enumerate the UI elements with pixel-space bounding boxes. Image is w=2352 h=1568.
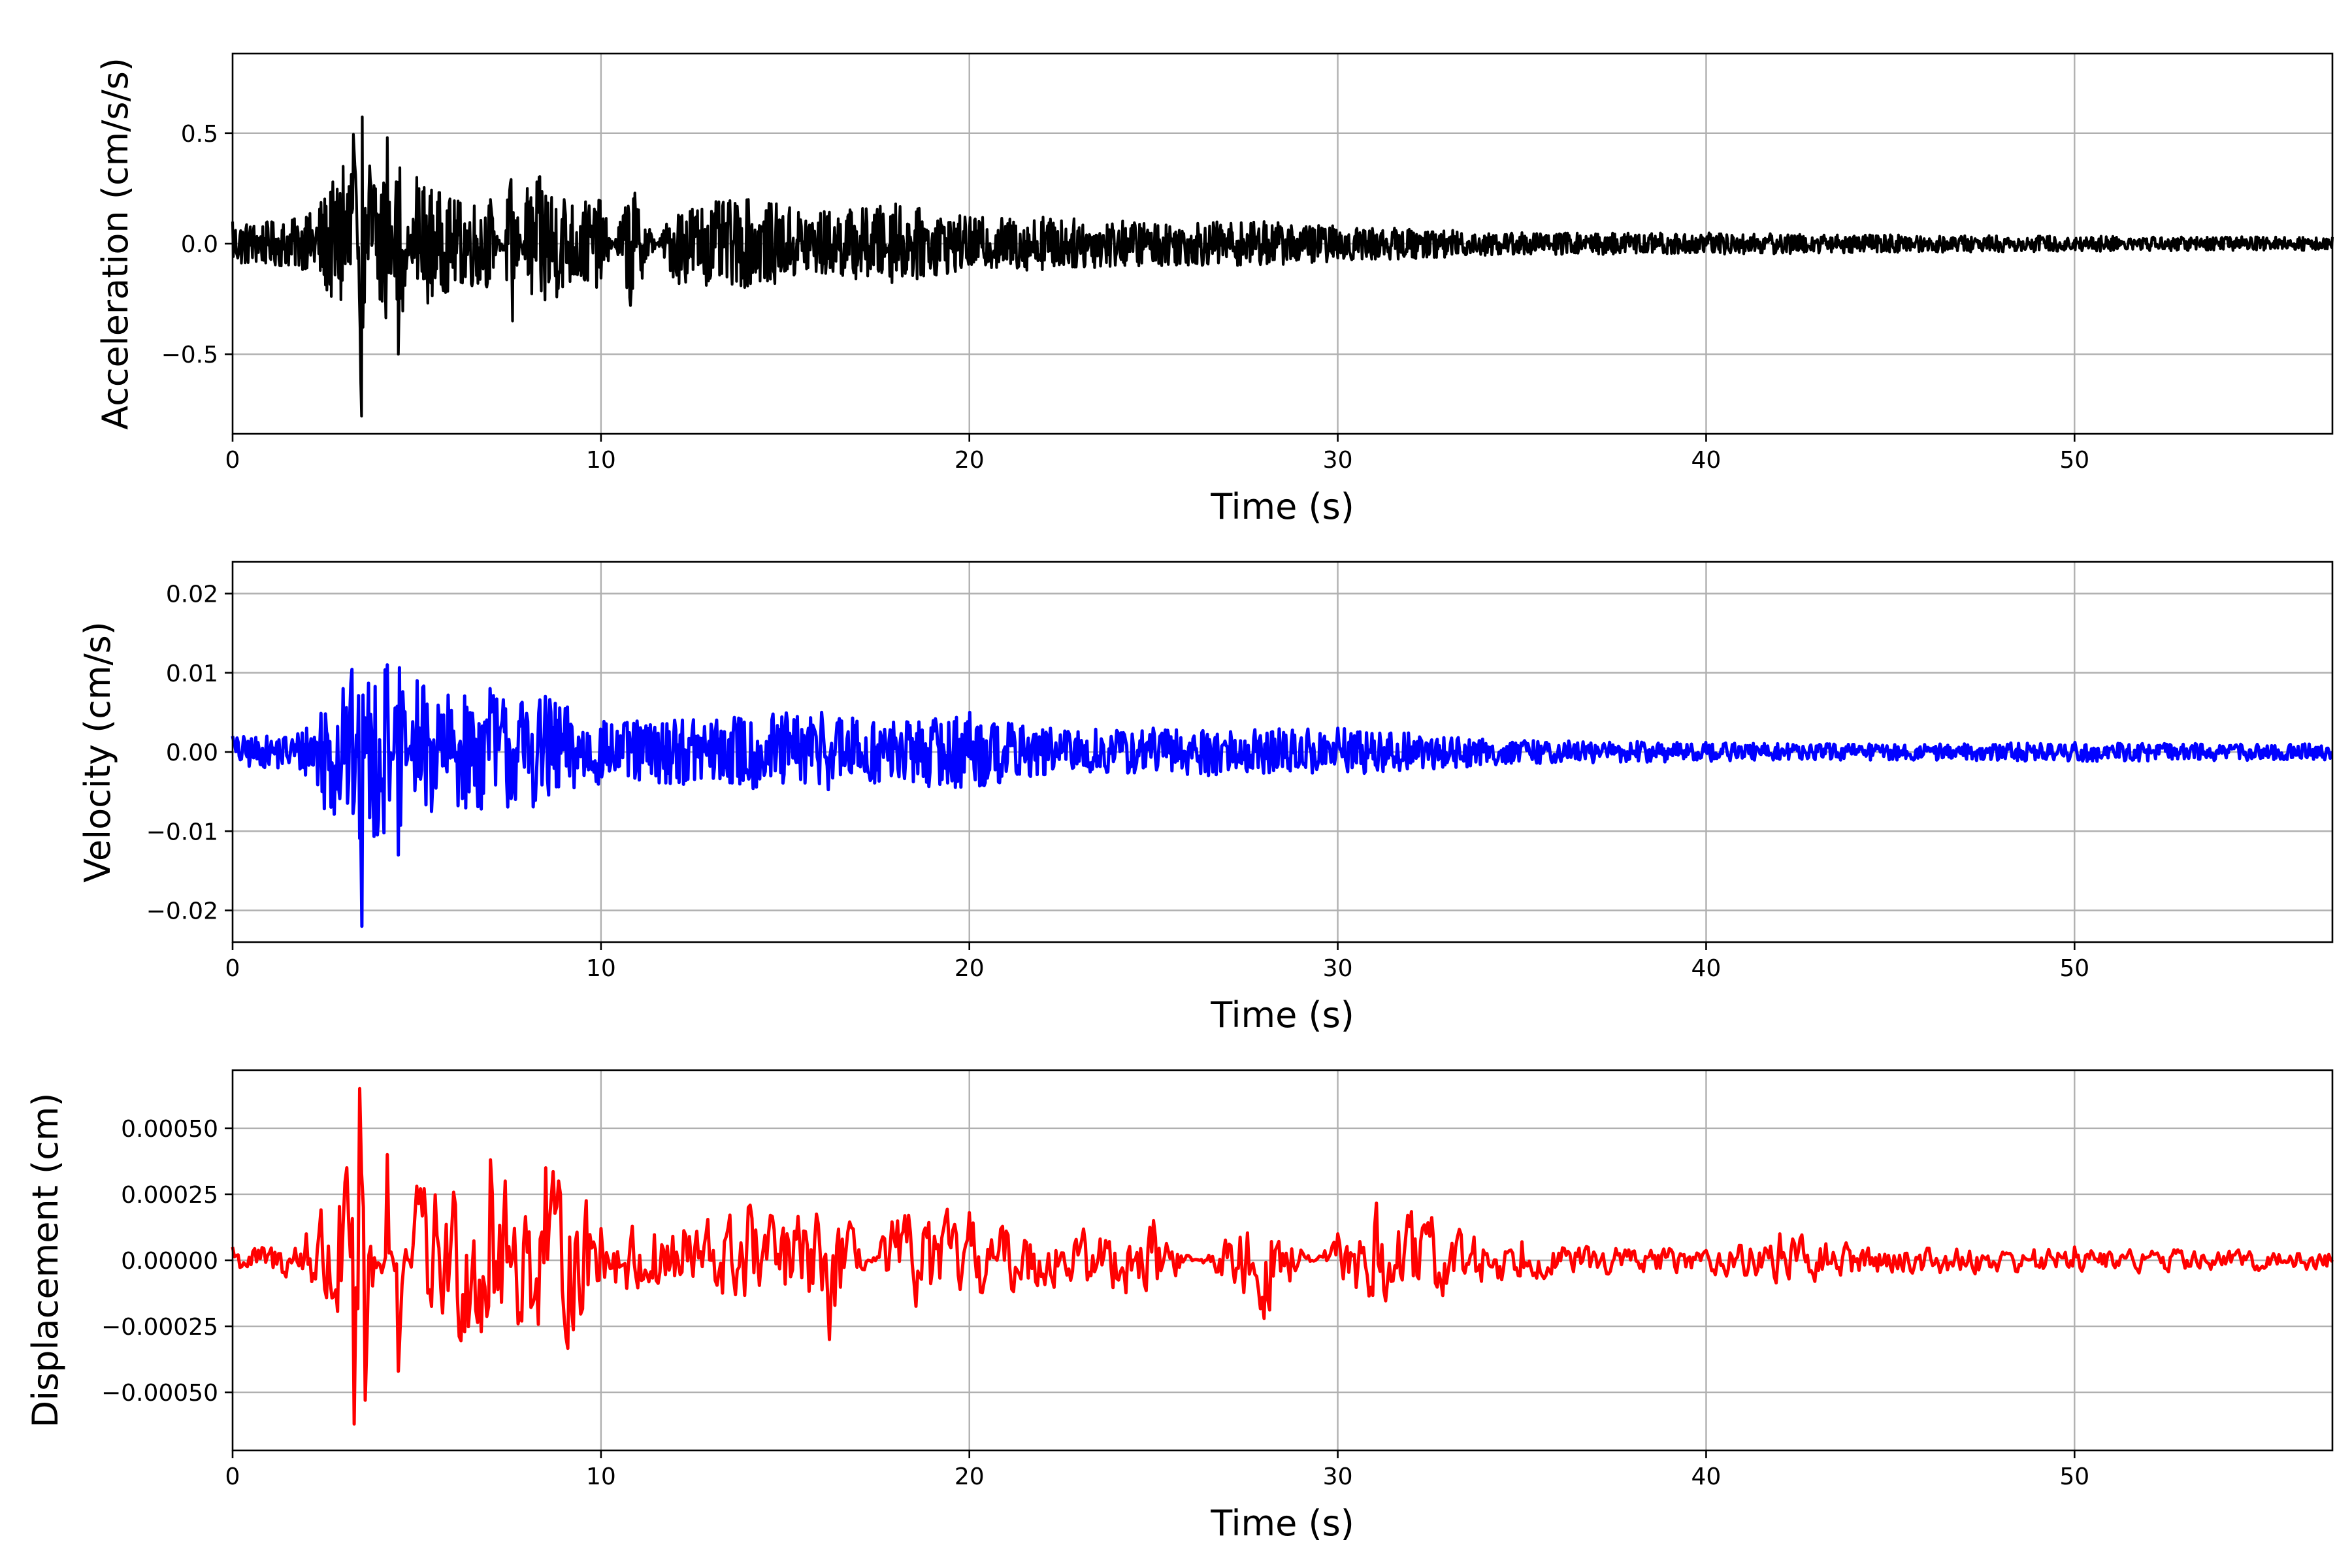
velocity-ytick-label: 0.00: [166, 740, 218, 766]
acceleration-xtick-label: 0: [225, 447, 240, 474]
velocity-xtick-label: 50: [2059, 955, 2089, 982]
velocity-xtick-label: 0: [225, 955, 240, 982]
velocity-xaxis-label: Time (s): [1210, 994, 1354, 1036]
acceleration-xtick-label: 20: [955, 447, 985, 474]
velocity-series-line: [231, 663, 2333, 928]
acceleration-ytick-label: −0.5: [161, 342, 218, 368]
velocity-xtick-label: 40: [1691, 955, 1722, 982]
velocity-ytick-label: −0.01: [146, 819, 218, 845]
displacement-xtick-label: 10: [586, 1463, 616, 1490]
acceleration-panel: 0 10 20 30 40 50 −0.5 0.0 0.5 Time (s) Acceleratio…: [95, 52, 2334, 527]
acceleration-ytick-label: 0.5: [181, 121, 218, 148]
displacement-xaxis-label: Time (s): [1210, 1503, 1354, 1544]
velocity-xtick-label: 30: [1323, 955, 1353, 982]
acceleration-xtick-label: 30: [1323, 447, 1353, 474]
displacement-xtick-label: 40: [1691, 1463, 1722, 1490]
displacement-ytick-label: −0.00025: [101, 1314, 218, 1341]
velocity-xtick-label: 20: [955, 955, 985, 982]
velocity-panel: 0 10 20 30 40 50 −0.02 −0.01 0.00 0.01 0.02 Time (s…: [77, 561, 2334, 1036]
velocity-xtick-label: 10: [586, 955, 616, 982]
displacement-xtick-label: 50: [2059, 1463, 2089, 1490]
velocity-ytick-label: −0.02: [146, 898, 218, 925]
acceleration-xtick-label: 50: [2059, 447, 2089, 474]
displacement-series-line: [231, 1086, 2334, 1426]
velocity-ytick-label: 0.02: [166, 581, 218, 608]
displacement-ytick-label: 0.00025: [121, 1182, 218, 1209]
displacement-xtick-label: 30: [1323, 1463, 1353, 1490]
acceleration-series-line: [231, 115, 2334, 418]
displacement-ytick-label: −0.00050: [101, 1380, 218, 1407]
acceleration-xtick-label: 40: [1691, 447, 1722, 474]
velocity-ytick-label: 0.01: [166, 661, 218, 687]
acceleration-xaxis-label: Time (s): [1210, 486, 1354, 527]
acceleration-yaxis-label: Acceleration (cm/s/s): [95, 57, 136, 430]
displacement-panel: 0 10 20 30 40 50 −0.00050 −0.00025 0.00000 0.0002…: [25, 1069, 2334, 1544]
acceleration-xtick-label: 10: [586, 447, 616, 474]
displacement-xtick-label: 20: [955, 1463, 985, 1490]
displacement-xtick-label: 0: [225, 1463, 240, 1490]
acceleration-ytick-label: 0.0: [181, 231, 218, 258]
displacement-yaxis-label: Displacement (cm): [25, 1093, 66, 1428]
displacement-ytick-label: 0.00000: [121, 1248, 218, 1275]
velocity-yaxis-label: Velocity (cm/s): [77, 621, 118, 883]
displacement-ytick-label: 0.00050: [121, 1116, 218, 1143]
